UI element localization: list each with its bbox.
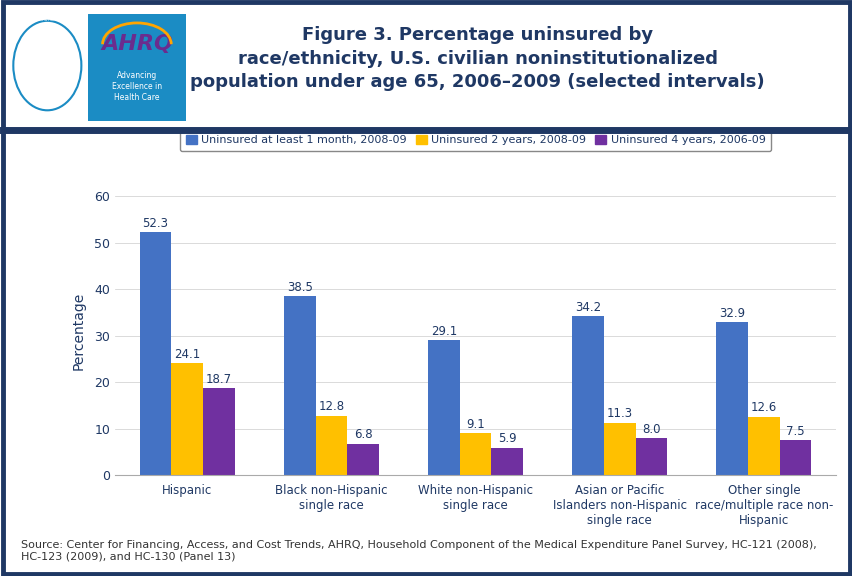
Text: 7.5: 7.5: [786, 425, 804, 438]
Bar: [315, 416, 347, 475]
Text: Source: Center for Financing, Access, and Cost Trends, AHRQ, Household Component: Source: Center for Financing, Access, an…: [21, 540, 816, 562]
Bar: [572, 316, 603, 475]
Text: 6.8: 6.8: [354, 429, 372, 441]
Text: 12.6: 12.6: [750, 401, 776, 414]
Text: 9.1: 9.1: [466, 418, 484, 431]
Bar: [347, 444, 378, 475]
Bar: [603, 423, 635, 475]
Text: 11.3: 11.3: [606, 407, 632, 420]
Text: 34.2: 34.2: [574, 301, 601, 314]
Text: 32.9: 32.9: [718, 307, 745, 320]
Bar: [747, 416, 779, 475]
Bar: [203, 388, 234, 475]
Text: Advancing
Excellence in
Health Care: Advancing Excellence in Health Care: [112, 71, 162, 103]
Text: 18.7: 18.7: [205, 373, 232, 386]
Text: 29.1: 29.1: [430, 325, 457, 338]
Circle shape: [21, 32, 73, 100]
Bar: [491, 448, 522, 475]
Bar: [459, 433, 491, 475]
Text: 5.9: 5.9: [498, 433, 516, 445]
Text: AHRQ: AHRQ: [101, 34, 173, 54]
Bar: [428, 340, 459, 475]
Bar: [140, 232, 171, 475]
Bar: [716, 323, 747, 475]
Text: 8.0: 8.0: [642, 423, 660, 435]
Bar: [779, 441, 810, 475]
Text: 52.3: 52.3: [142, 217, 169, 230]
Text: 38.5: 38.5: [286, 281, 312, 294]
Legend: Uninsured at least 1 month, 2008-09, Uninsured 2 years, 2008-09, Uninsured 4 yea: Uninsured at least 1 month, 2008-09, Uni…: [180, 130, 770, 151]
Text: DEPARTMENT OF HEALTH & HUMAN SERVICES • CDC •: DEPARTMENT OF HEALTH & HUMAN SERVICES • …: [0, 18, 95, 21]
Polygon shape: [11, 41, 48, 73]
Bar: [635, 438, 666, 475]
Text: 24.1: 24.1: [174, 348, 200, 361]
Polygon shape: [48, 41, 83, 73]
Bar: [171, 363, 203, 475]
Y-axis label: Percentage: Percentage: [72, 292, 86, 370]
Text: 12.8: 12.8: [318, 400, 344, 414]
Text: Figure 3. Percentage uninsured by
race/ethnicity, U.S. civilian noninstitutional: Figure 3. Percentage uninsured by race/e…: [190, 26, 764, 91]
Bar: [284, 297, 315, 475]
